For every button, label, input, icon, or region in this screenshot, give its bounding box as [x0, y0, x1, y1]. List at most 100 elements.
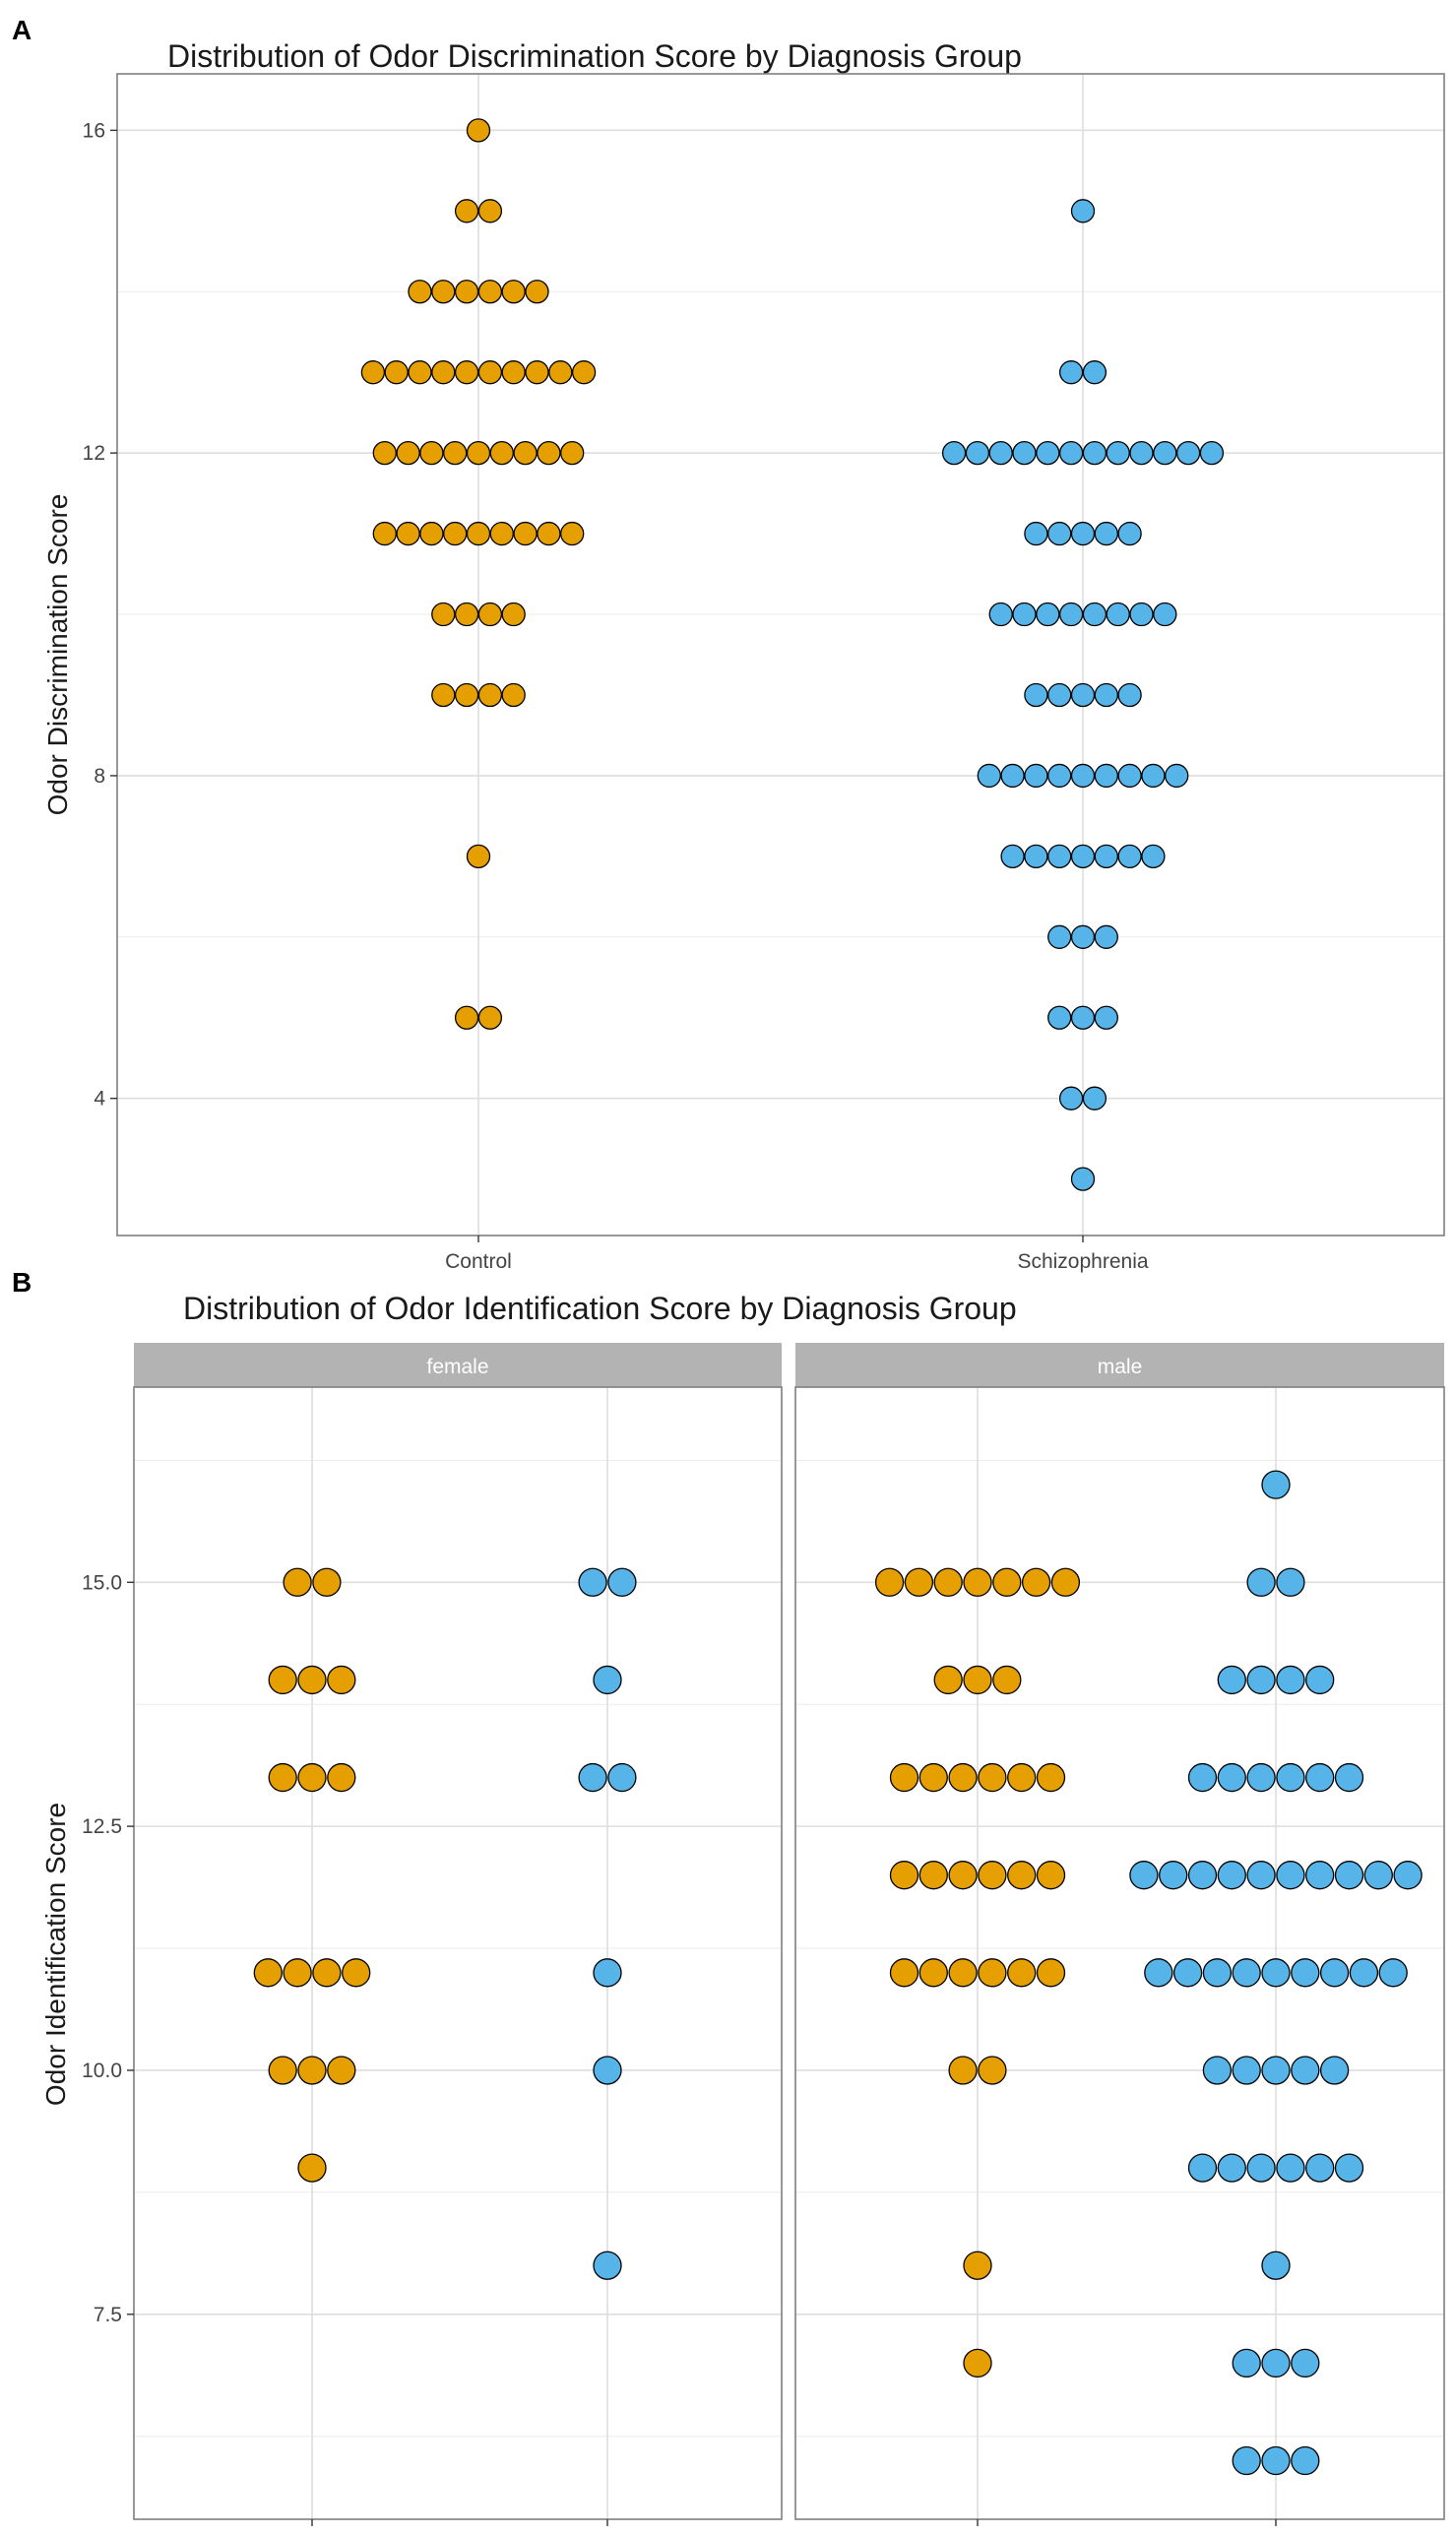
- dot-control: [501, 280, 526, 304]
- dot-male-schizophrenia: [1217, 1665, 1246, 1695]
- dot-male-schizophrenia: [1319, 2056, 1350, 2085]
- dot-male-control: [1036, 1762, 1066, 1793]
- dot-female-control: [268, 1665, 297, 1695]
- facet-strip-male: [795, 1343, 1444, 1387]
- x-tick-label-control: Control: [445, 1250, 512, 1273]
- dot-schizophrenia: [1070, 924, 1096, 949]
- dot-male-schizophrenia: [1129, 1861, 1159, 1890]
- dot-control: [513, 521, 538, 546]
- dot-schizophrenia: [1129, 440, 1154, 466]
- dot-schizophrenia: [1058, 360, 1084, 385]
- dot-schizophrenia: [1117, 763, 1142, 789]
- dot-male-control: [978, 2056, 1007, 2085]
- dot-male-schizophrenia: [1305, 2153, 1335, 2183]
- dot-control: [548, 360, 573, 385]
- dot-schizophrenia: [1024, 682, 1048, 708]
- dot-male-control: [948, 1762, 978, 1793]
- dot-control: [431, 602, 456, 627]
- dot-male-control: [1036, 1958, 1066, 1988]
- dot-schizophrenia: [1012, 440, 1037, 466]
- dot-male-schizophrenia: [1334, 2153, 1364, 2183]
- dot-male-schizophrenia: [1187, 2153, 1218, 2183]
- dot-female-schizophrenia: [607, 1762, 637, 1793]
- dot-control: [466, 844, 491, 869]
- dot-male-schizophrenia: [1276, 1665, 1305, 1695]
- dot-female-control: [268, 2056, 297, 2085]
- dot-male-control: [1050, 1567, 1081, 1597]
- dot-male-schizophrenia: [1291, 1958, 1320, 1988]
- dot-schizophrenia: [1094, 763, 1118, 789]
- dot-schizophrenia: [1058, 602, 1084, 627]
- dot-control: [443, 440, 468, 466]
- dot-male-schizophrenia: [1172, 1958, 1203, 1988]
- dot-control: [477, 360, 503, 385]
- dot-male-schizophrenia: [1261, 2348, 1291, 2378]
- dot-control: [513, 440, 538, 466]
- dot-female-schizophrenia: [593, 2056, 622, 2085]
- panel-a-dots: [360, 118, 1225, 1191]
- dot-female-control: [327, 2056, 356, 2085]
- dot-male-control: [978, 1762, 1007, 1793]
- dot-schizophrenia: [1094, 521, 1118, 546]
- dot-male-schizophrenia: [1276, 1567, 1305, 1597]
- dot-male-control: [889, 1958, 919, 1988]
- facet-strip-female: [134, 1343, 782, 1387]
- dot-male-control: [948, 2056, 978, 2085]
- dot-female-schizophrenia: [578, 1567, 607, 1597]
- dot-schizophrenia: [1058, 1086, 1084, 1110]
- dot-male-control: [889, 1762, 919, 1793]
- dot-male-control: [1007, 1762, 1037, 1793]
- dot-control: [408, 360, 432, 385]
- dot-control: [372, 440, 397, 466]
- y-tick-label: 15.0: [82, 1571, 122, 1594]
- dot-male-schizophrenia: [1246, 1861, 1276, 1890]
- dot-schizophrenia: [1070, 682, 1096, 708]
- dot-male-schizophrenia: [1187, 1762, 1218, 1793]
- y-tick-label: 12.5: [82, 1815, 122, 1838]
- dot-schizophrenia: [1024, 763, 1048, 789]
- dot-male-schizophrenia: [1305, 1665, 1335, 1695]
- dot-schizophrenia: [1070, 199, 1096, 223]
- dot-female-control: [297, 1762, 327, 1793]
- y-tick-label: 8: [94, 765, 105, 788]
- dot-male-schizophrenia: [1217, 1861, 1246, 1890]
- dot-male-schizophrenia: [1232, 2056, 1261, 2085]
- panel-b-letter: B: [12, 1267, 32, 1298]
- dot-female-schizophrenia: [593, 1958, 622, 1988]
- dot-male-control: [918, 1958, 948, 1988]
- panel-a-border: [116, 73, 1445, 1236]
- dot-control: [360, 360, 386, 385]
- dot-control: [384, 360, 409, 385]
- dot-schizophrenia: [1153, 602, 1177, 627]
- dot-male-control: [978, 1861, 1007, 1890]
- panel-b-dots: [253, 1470, 1423, 2476]
- dot-male-control: [992, 1567, 1022, 1597]
- dot-male-schizophrenia: [1319, 1958, 1350, 1988]
- dot-male-schizophrenia: [1378, 1958, 1408, 1988]
- dot-control: [477, 280, 503, 304]
- dot-male-schizophrenia: [1291, 2348, 1320, 2378]
- dot-control: [454, 682, 479, 708]
- dot-control: [466, 521, 491, 546]
- dot-schizophrenia: [1047, 763, 1072, 789]
- dot-male-control: [963, 1567, 992, 1597]
- panel-b-title: Distribution of Odor Identification Scor…: [183, 1291, 1017, 1326]
- dot-control: [454, 602, 479, 627]
- dot-male-control: [889, 1861, 919, 1890]
- dot-control: [525, 280, 549, 304]
- dot-schizophrenia: [1106, 440, 1130, 466]
- dot-schizophrenia: [1141, 763, 1166, 789]
- panel-b-y-ticks: 7.5 10.0 12.5 15.0: [82, 1571, 134, 2326]
- dot-schizophrenia: [1117, 521, 1142, 546]
- panel-a-y-ticks: 4 8 12 16: [83, 119, 117, 1110]
- panel-b-y-axis-label: Odor Identification Score: [40, 1803, 71, 2106]
- dot-female-control: [297, 1665, 327, 1695]
- dot-schizophrenia: [1047, 682, 1072, 708]
- dot-control: [454, 1005, 479, 1030]
- dot-male-schizophrenia: [1187, 1861, 1218, 1890]
- dot-female-control: [253, 1958, 283, 1988]
- dot-schizophrenia: [1094, 1005, 1118, 1030]
- dot-control: [466, 118, 491, 143]
- dot-control: [408, 280, 432, 304]
